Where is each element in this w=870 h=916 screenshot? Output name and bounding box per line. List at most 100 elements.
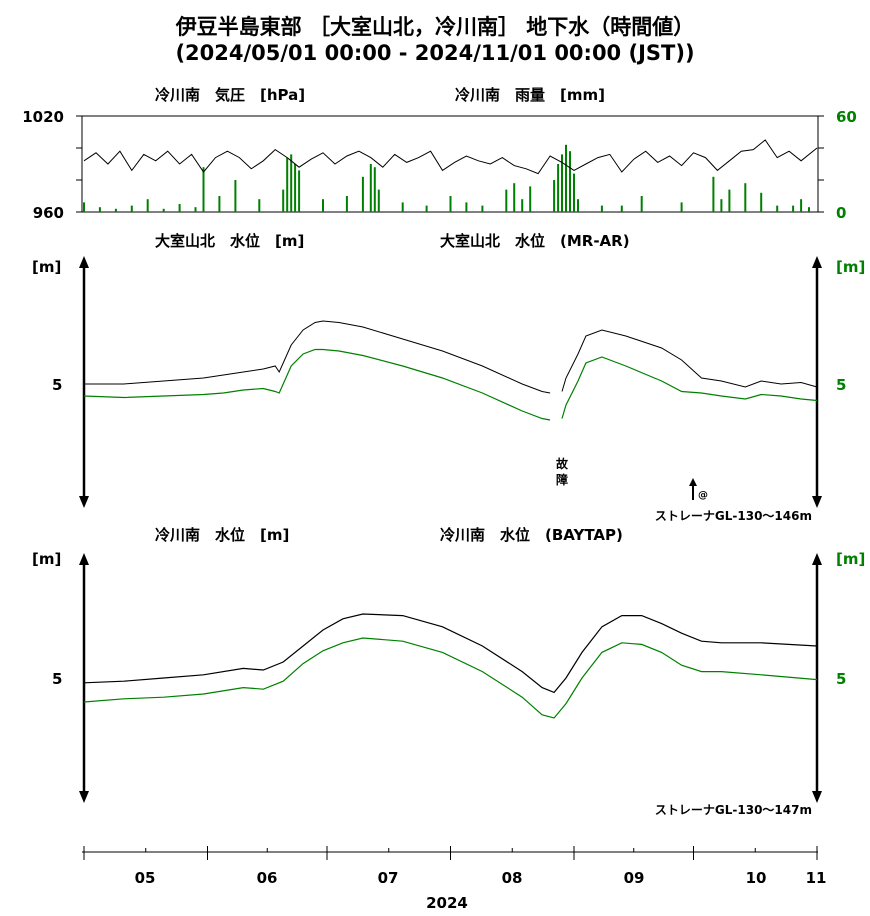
rain-bars — [83, 144, 810, 212]
rain-bar — [294, 164, 297, 212]
panel3-right-label: 冷川南 水位 (BAYTAP) — [440, 526, 623, 544]
rain-bar — [561, 154, 563, 212]
rain-bar — [234, 180, 237, 212]
rain-bar — [505, 189, 508, 212]
panel-hiekawa-water-level: 冷川南 水位 [m] 冷川南 水位 (BAYTAP) [m] [m] 5 5 ス… — [32, 526, 865, 817]
rain-bar — [322, 199, 324, 212]
rain-bar — [569, 151, 571, 212]
panel1-ytick-bottom: 960 — [33, 204, 64, 222]
rain-bar — [146, 199, 149, 212]
month-label-07: 07 — [378, 869, 399, 887]
month-label-08: 08 — [502, 869, 523, 887]
panel1-left-label: 冷川南 気圧 [hPa] — [155, 86, 305, 104]
month-label-09: 09 — [624, 869, 645, 887]
rain-bar — [521, 199, 524, 212]
rain-bar — [130, 205, 133, 212]
rain-bar — [744, 183, 747, 212]
panel3-tick-right: 5 — [836, 670, 846, 688]
rain-bar — [513, 183, 516, 212]
rain-bar — [202, 167, 205, 212]
rain-bar — [620, 205, 623, 212]
fault-label-1: 故 — [556, 456, 569, 471]
rain-bar — [808, 207, 810, 212]
panel3-left-arrow-down — [79, 791, 89, 803]
panel2-right-label: 大室山北 水位 (MR-AR) — [440, 232, 630, 250]
month-label-05: 05 — [135, 869, 156, 887]
hiekawa-baytap-line — [83, 637, 818, 719]
panel1-right-label: 冷川南 雨量 [mm] — [455, 86, 605, 104]
panel2-right-arrow-down — [812, 496, 822, 508]
chart-title: 伊豆半島東部 ［大室山北，冷川南］ 地下水（時間値） — [175, 15, 695, 39]
fault-label-2: 障 — [556, 472, 568, 487]
rain-bar — [728, 189, 731, 212]
rain-bar — [114, 208, 117, 212]
panel-pressure-rain: 冷川南 気圧 [hPa] 冷川南 雨量 [mm] 1020 960 60 0 — [22, 86, 857, 222]
panel3-unit-right: [m] — [836, 550, 865, 568]
rain-bar — [600, 205, 603, 212]
rain-bar — [481, 205, 484, 212]
rain-bar — [425, 205, 428, 212]
rain-bar — [258, 199, 261, 212]
rain-bar — [194, 207, 197, 212]
omuroyama-mrar-line — [83, 348, 818, 421]
rain-bar — [83, 202, 85, 212]
panel2-right-arrow-up — [812, 256, 822, 268]
panel2-unit-left: [m] — [32, 258, 61, 276]
panel2-unit-right: [m] — [836, 258, 865, 276]
chart-subtitle: (2024/05/01 00:00 - 2024/11/01 00:00 (JS… — [175, 41, 694, 65]
panel2-tick-left: 5 — [52, 376, 62, 394]
month-label-11: 11 — [806, 869, 827, 887]
event-marker-arrowhead — [689, 478, 697, 486]
rain-bar — [282, 189, 285, 212]
rain-bar — [557, 164, 560, 212]
year-label: 2024 — [426, 894, 468, 912]
panel3-right-arrow-down — [812, 791, 822, 803]
month-label-06: 06 — [257, 869, 278, 887]
rain-bar — [573, 173, 575, 212]
panel2-left-label: 大室山北 水位 [m] — [155, 232, 304, 250]
rain-bar — [369, 164, 372, 212]
rain-bar — [565, 144, 567, 212]
rain-bar — [377, 189, 380, 212]
panel3-unit-left: [m] — [32, 550, 61, 568]
rain-bar — [449, 196, 452, 212]
rain-bar — [800, 199, 803, 212]
time-axis: 05 06 07 08 09 10 11 2024 — [82, 846, 826, 912]
rain-bar — [465, 202, 468, 212]
rain-bar — [776, 205, 779, 212]
rain-bar — [98, 207, 101, 212]
panel3-left-label: 冷川南 水位 [m] — [155, 526, 289, 544]
month-label-10: 10 — [746, 869, 767, 887]
rain-bar — [640, 196, 643, 212]
rain-bar — [720, 199, 723, 212]
rain-bar — [553, 180, 556, 212]
panel3-tick-left: 5 — [52, 670, 62, 688]
rain-bar — [760, 192, 763, 212]
rain-bar — [178, 204, 181, 212]
rain-bar — [286, 157, 289, 212]
pressure-line — [83, 139, 818, 175]
rain-bar — [680, 202, 683, 212]
rain-bar — [361, 176, 364, 212]
panel1-rtick-bottom: 0 — [836, 204, 846, 222]
rain-bar — [162, 208, 165, 212]
panel2-left-arrow-up — [79, 256, 89, 268]
rain-bar — [577, 199, 579, 212]
panel2-left-arrow-down — [79, 496, 89, 508]
panel2-tick-right: 5 — [836, 376, 846, 394]
panel1-rtick-top: 60 — [836, 108, 857, 126]
hiekawa-water-level-line — [83, 613, 818, 694]
rain-bar — [373, 167, 376, 212]
rain-bar — [712, 176, 715, 212]
panel3-right-arrow-up — [812, 553, 822, 565]
panel-omuroyama-water-level: 大室山北 水位 [m] 大室山北 水位 (MR-AR) [m] [m] 5 5 … — [32, 232, 865, 523]
event-marker-at: @ — [698, 490, 708, 501]
rain-bar — [792, 205, 795, 212]
rain-bar — [218, 196, 221, 212]
rain-bar — [529, 186, 532, 212]
rain-bar — [298, 170, 301, 212]
panel3-strainer-note: ストレーナGL-130〜147m — [655, 803, 812, 817]
rain-bar — [401, 202, 404, 212]
rain-bar — [290, 154, 293, 212]
